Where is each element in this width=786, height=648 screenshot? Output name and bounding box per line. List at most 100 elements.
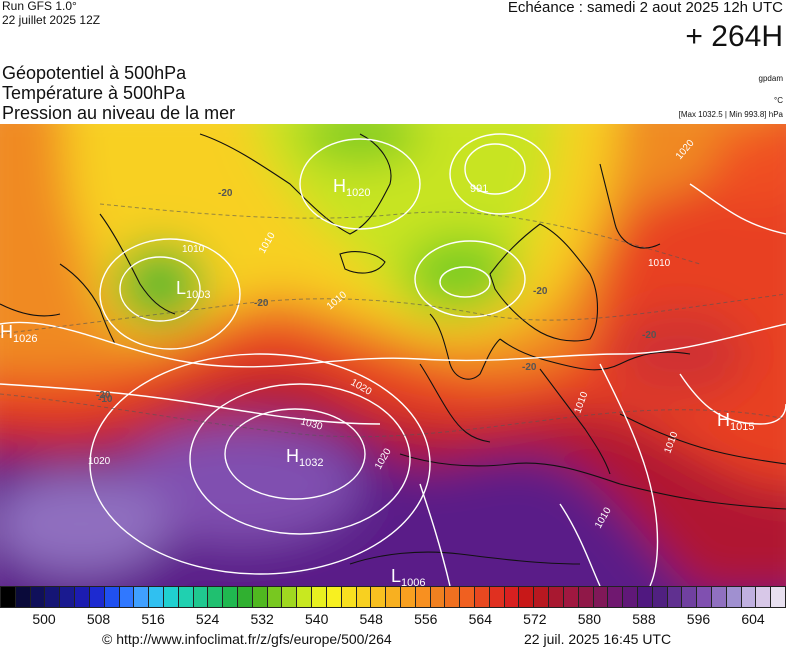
colorbar-cell: [88, 586, 104, 608]
colorbar-cell: [429, 586, 445, 608]
title-geopotential: Géopotentiel à 500hPa: [2, 63, 187, 83]
temperature-labels: -20-20-20-20-10-20-20: [96, 188, 657, 405]
colorbar-cell: [681, 586, 697, 608]
temperature-label: -20: [522, 362, 537, 373]
colorbar: [0, 586, 786, 608]
colorbar-cell: [118, 586, 134, 608]
colorbar-tick-label: 516: [141, 611, 165, 627]
colorbar-cell: [755, 586, 771, 608]
unit-geopotential: gpdam: [758, 74, 783, 83]
colorbar-cell: [325, 586, 341, 608]
colorbar-cell: [548, 586, 563, 608]
colorbar-cell: [725, 586, 741, 608]
colorbar-cell: [370, 586, 386, 608]
unit-temperature: °C: [774, 96, 783, 105]
colorbar-cell: [459, 586, 474, 608]
pressure-center-l: 991: [470, 183, 488, 195]
colorbar-cell: [281, 586, 297, 608]
colorbar-cell: [770, 586, 786, 608]
colorbar-tick-label: 540: [305, 611, 329, 627]
colorbar-cell: [177, 586, 193, 608]
colorbar-cell: [355, 586, 371, 608]
isobar-label: 1020: [88, 456, 111, 467]
colorbar-cell: [399, 586, 415, 608]
temperature-label: -10: [98, 394, 113, 405]
isobar-label: 1010: [182, 244, 205, 255]
weather-map: H1020 L1003 H1026 H1032 H1015 L1006 991 1010 10…: [0, 124, 786, 586]
colorbar-cell: [577, 586, 593, 608]
colorbar-cell: [44, 586, 60, 608]
colorbar-tick-label: 572: [523, 611, 547, 627]
pressure-center-l: L1006: [391, 566, 426, 586]
colorbar-cell: [192, 586, 208, 608]
colorbar-cell: [592, 586, 608, 608]
forecast-time: Echéance : samedi 2 aout 2025 12h UTC: [507, 0, 783, 16]
colorbar-cell: [666, 586, 682, 608]
colorbar-cell: [237, 586, 252, 608]
colorbar-tick-label: 508: [86, 611, 111, 627]
colorbar-cell: [696, 586, 711, 608]
colorbar-cell: [622, 586, 637, 608]
colorbar-cell: [148, 586, 163, 608]
colorbar-cell: [651, 586, 667, 608]
colorbar-cell: [636, 586, 652, 608]
temperature-label: -20: [642, 330, 657, 341]
colorbar-tick-label: 532: [250, 611, 274, 627]
colorbar-cell: [251, 586, 267, 608]
colorbar-cell: [518, 586, 534, 608]
colorbar-cell: [29, 586, 45, 608]
pressure-center-h: H1020: [333, 176, 370, 199]
colorbar-cell: [266, 586, 282, 608]
temperature-label: -20: [533, 286, 548, 297]
colorbar-tick-label: 524: [195, 611, 220, 627]
run-label: Run GFS 1.0°: [2, 0, 77, 13]
colorbar-tick-label: 604: [741, 611, 765, 627]
colorbar-tick-label: 556: [414, 611, 438, 627]
title-temperature: Température à 500hPa: [2, 83, 186, 103]
pressure-extremes: [Max 1032.5 | Min 993.8] hPa: [678, 110, 783, 119]
colorbar-cell: [562, 586, 578, 608]
colorbar-cell: [503, 586, 519, 608]
footer-url: © http://www.infoclimat.fr/z/gfs/europe/…: [102, 631, 392, 647]
colorbar-cell: [14, 586, 30, 608]
colorbar-tick-label: 580: [577, 611, 602, 627]
colorbar-cell: [444, 586, 460, 608]
colorbar-cell: [474, 586, 489, 608]
temperature-label: -20: [96, 390, 111, 401]
title-pressure: Pression au niveau de la mer: [2, 103, 236, 123]
colorbar-cell: [340, 586, 356, 608]
footer-date: 22 juil. 2025 16:45 UTC: [524, 631, 672, 647]
colorbar-tick-label: 548: [359, 611, 383, 627]
colorbar-cell: [488, 586, 504, 608]
isobars: [0, 133, 786, 586]
colorbar-cell: [162, 586, 178, 608]
colorbar-tick-label: 596: [686, 611, 711, 627]
colorbar-tick-label: 588: [632, 611, 656, 627]
pressure-center-h: H1026: [0, 322, 37, 345]
isobar-label: 1010: [648, 258, 671, 269]
colorbar-cell: [296, 586, 312, 608]
pressure-center-h: H1015: [717, 410, 754, 433]
colorbar-cell: [385, 586, 400, 608]
temperature-label: -20: [218, 188, 233, 199]
colorbar-cell: [74, 586, 89, 608]
colorbar-tick-label: 564: [468, 611, 492, 627]
colorbar-cell: [711, 586, 726, 608]
colorbar-cell: [740, 586, 756, 608]
colorbar-cell: [311, 586, 326, 608]
run-date: 22 juillet 2025 12Z: [2, 13, 101, 27]
forecast-step: + 264H: [685, 20, 783, 53]
colorbar-ticks: 500 508 516 524 532 540 548 556 564 572 580 588 596 6…: [0, 611, 786, 627]
colorbar-cell: [533, 586, 549, 608]
colorbar-cell: [414, 586, 430, 608]
pressure-center-l: L1003: [176, 278, 211, 301]
colorbar-cell: [607, 586, 623, 608]
geopotential-field: [0, 124, 786, 586]
coastlines: [0, 133, 786, 565]
temperature-label: -20: [254, 298, 269, 309]
colorbar-tick-label: 500: [32, 611, 56, 627]
colorbar-cell: [207, 586, 223, 608]
colorbar-cell: [0, 586, 15, 608]
temperature-isotherms: [0, 203, 786, 438]
colorbar-cell: [103, 586, 119, 608]
